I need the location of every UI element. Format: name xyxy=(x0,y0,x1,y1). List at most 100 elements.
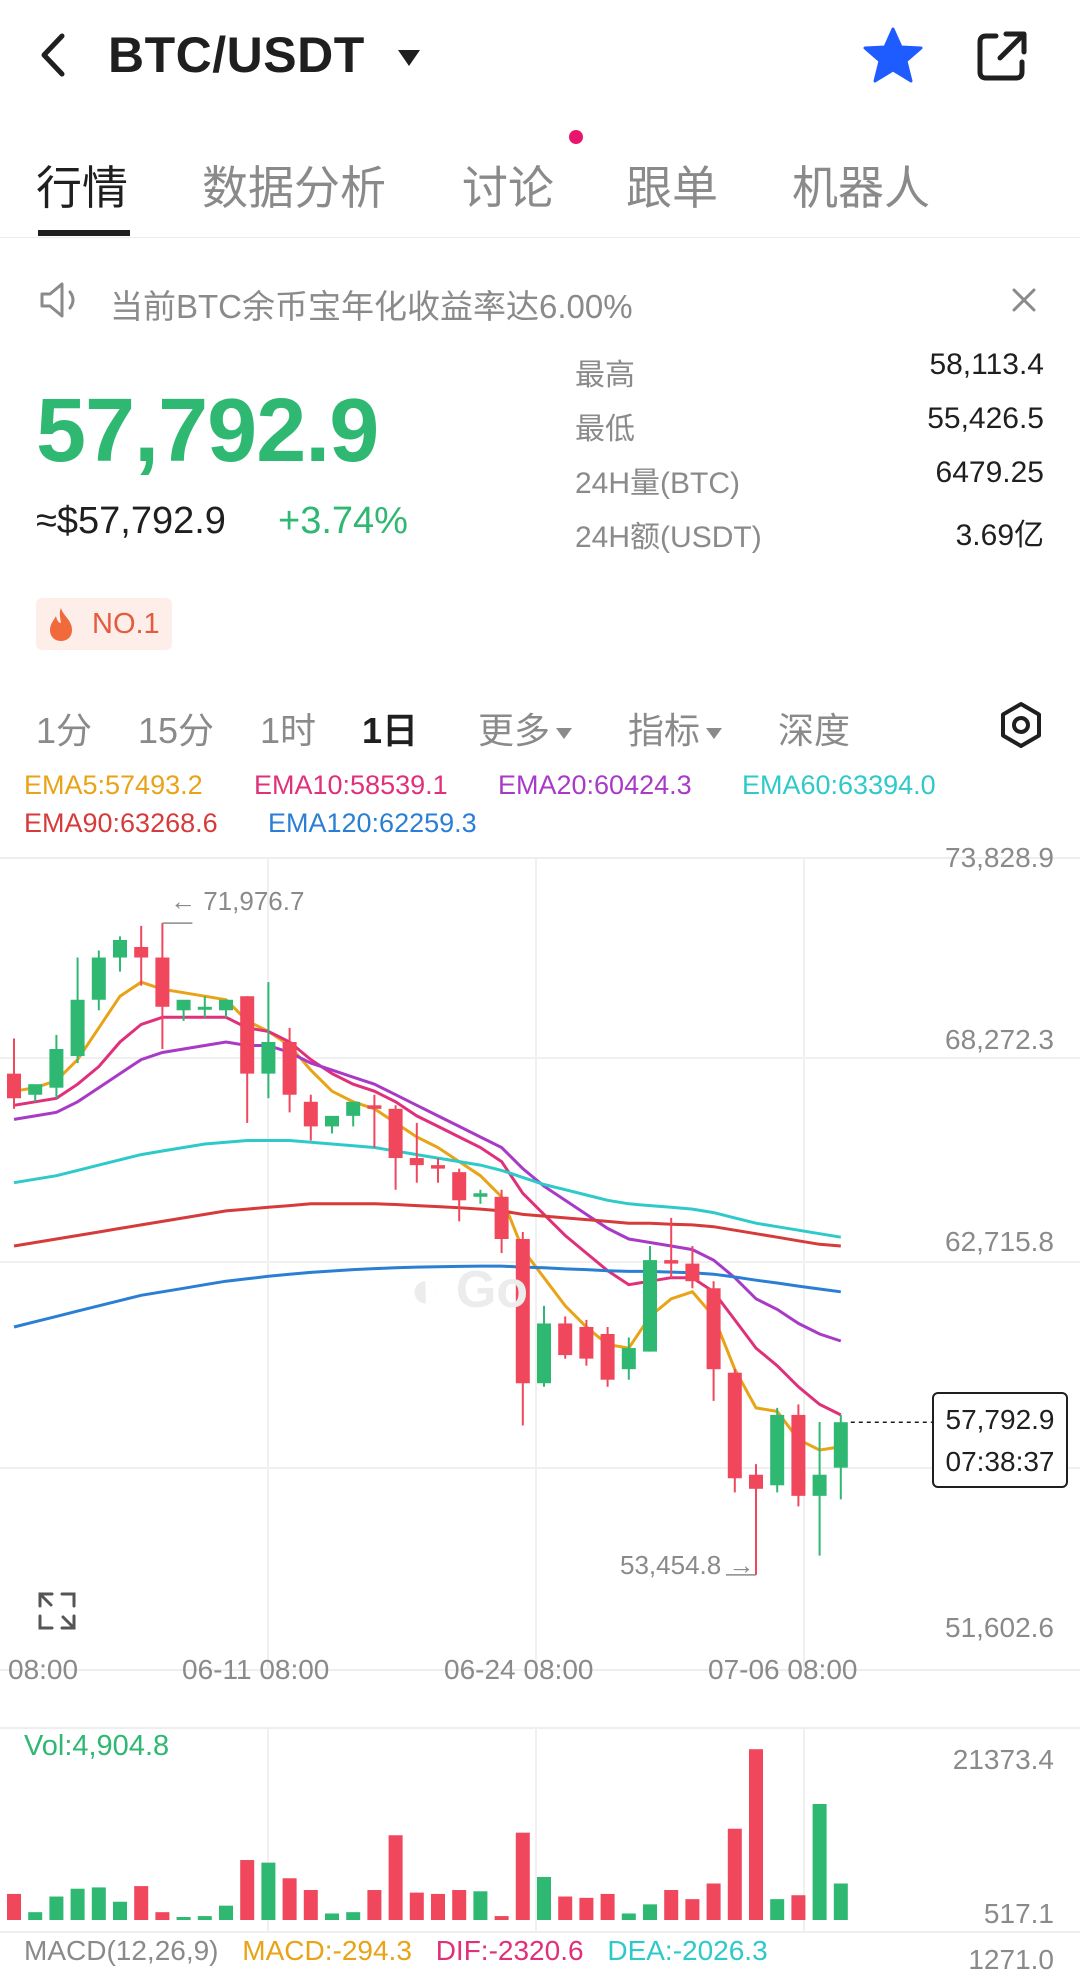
stat-low-value: 55,426.5 xyxy=(927,402,1044,435)
settings-icon[interactable] xyxy=(996,700,1046,750)
candle-body xyxy=(770,1414,785,1486)
candle-body xyxy=(515,1238,530,1384)
stat-high-label: 最高 xyxy=(575,359,635,392)
stat-high-value: 58,113.4 xyxy=(929,348,1044,381)
volume-bar xyxy=(537,1876,551,1920)
header-bar: BTC/USDT xyxy=(0,0,1080,112)
candle-body xyxy=(431,1165,445,1169)
tab-market[interactable]: 行情 xyxy=(36,162,128,214)
volume-bar xyxy=(409,1892,424,1920)
candle-body xyxy=(621,1348,636,1370)
fire-icon xyxy=(50,608,72,641)
candle-body xyxy=(706,1288,721,1370)
caret-down-icon[interactable] xyxy=(396,48,422,68)
ema120-label: EMA120:62259.3 xyxy=(268,808,477,838)
candle-body xyxy=(240,996,255,1074)
tab-bots[interactable]: 机器人 xyxy=(792,162,930,214)
dea-value: DEA:-2026.3 xyxy=(607,1935,768,1966)
volume-bar xyxy=(28,1912,43,1920)
volume-bar xyxy=(282,1878,297,1920)
price-change: +3.74% xyxy=(278,500,408,542)
volume-y-tick: 517.1 xyxy=(983,1898,1054,1929)
close-icon[interactable] xyxy=(1008,284,1040,316)
tab-data-analysis[interactable]: 数据分析 xyxy=(202,162,386,214)
candle-body xyxy=(367,1105,382,1109)
interval-1d[interactable]: 1日 xyxy=(362,710,419,751)
candle-body xyxy=(7,1073,21,1099)
stat-low-label: 最低 xyxy=(575,413,635,446)
interval-indicators[interactable]: 指标 xyxy=(628,702,723,754)
ema-line-ema5 xyxy=(13,980,842,1452)
candle-body xyxy=(473,1193,488,1197)
x-tick-label: 08:00 xyxy=(8,1654,79,1685)
candle-body xyxy=(494,1196,509,1239)
candle-body xyxy=(643,1260,657,1352)
candle-body xyxy=(558,1323,573,1356)
interval-indicators-label: 指标 xyxy=(628,710,701,751)
volume-bar xyxy=(113,1901,127,1920)
usd-price: ≈$57,792.9 xyxy=(36,500,226,542)
dropdown-arrow-icon xyxy=(556,727,573,739)
candle-body xyxy=(28,1084,43,1095)
volume-bar xyxy=(685,1899,700,1920)
candle-body xyxy=(749,1474,763,1489)
ema90-label: EMA90:63268.6 xyxy=(24,808,218,838)
interval-more[interactable]: 更多 xyxy=(478,702,573,754)
volume-bar xyxy=(431,1893,445,1920)
ema10-label: EMA10:58539.1 xyxy=(254,770,448,800)
volume-bar xyxy=(770,1899,785,1920)
rank-text: NO.1 xyxy=(92,608,160,640)
back-icon[interactable] xyxy=(34,30,74,80)
volume-label: Vol:4,904.8 xyxy=(24,1730,170,1762)
volume-bar xyxy=(240,1860,255,1920)
volume-bar xyxy=(134,1886,149,1920)
y-tick-label: 62,715.8 xyxy=(945,1226,1054,1257)
interval-1m[interactable]: 1分 xyxy=(36,710,93,751)
pair-title[interactable]: BTC/USDT xyxy=(108,27,365,83)
volume-y-tick: 21373.4 xyxy=(952,1744,1054,1775)
candle-body xyxy=(219,999,233,1011)
candle-body xyxy=(685,1263,700,1282)
candle-body xyxy=(49,1049,64,1088)
candle-body xyxy=(388,1108,403,1159)
active-tab-indicator xyxy=(38,230,130,236)
share-icon[interactable] xyxy=(974,28,1030,84)
main-tabs: 行情 数据分析 讨论 跟单 机器人 xyxy=(0,138,1080,238)
dif-value: DIF:-2320.6 xyxy=(435,1935,584,1966)
volume-bar xyxy=(558,1896,573,1920)
stat-amount-label: 24H额(USDT) xyxy=(575,521,762,554)
volume-bar xyxy=(452,1890,467,1920)
interval-depth[interactable]: 深度 xyxy=(778,710,851,751)
high-marker: ← 71,976.7 xyxy=(170,886,305,916)
volume-bar xyxy=(325,1913,339,1920)
candle-body xyxy=(579,1326,594,1359)
y-tick-label: 73,828.9 xyxy=(945,842,1054,873)
x-tick-label: 07-06 08:00 xyxy=(708,1654,858,1685)
notice-bar[interactable]: 当前BTC余币宝年化收益率达6.00% xyxy=(0,270,1080,330)
tab-copy-trading[interactable]: 跟单 xyxy=(626,162,718,214)
volume-bar xyxy=(7,1893,21,1920)
candle-body xyxy=(176,999,191,1011)
volume-bar xyxy=(219,1905,233,1920)
interval-15m[interactable]: 15分 xyxy=(138,710,215,751)
volume-bar xyxy=(346,1912,361,1920)
rank-badge[interactable]: NO.1 xyxy=(36,598,172,650)
interval-1h[interactable]: 1时 xyxy=(260,710,317,751)
price-tag-value: 57,792.9 xyxy=(945,1404,1055,1435)
volume-bar xyxy=(600,1893,615,1920)
ema-line-ema90 xyxy=(13,1202,841,1248)
star-icon[interactable] xyxy=(862,26,924,84)
volume-bar xyxy=(388,1835,403,1920)
candle-body xyxy=(113,939,127,958)
volume-bar xyxy=(621,1913,636,1920)
volume-bar xyxy=(833,1883,848,1920)
ema-line-ema60 xyxy=(13,1139,842,1239)
volume-bar xyxy=(303,1890,318,1920)
volume-bar xyxy=(706,1883,721,1920)
tab-discussion[interactable]: 讨论 xyxy=(462,162,554,214)
stat-amount-value: 3.69亿 xyxy=(955,519,1044,552)
volume-bar xyxy=(91,1887,106,1920)
expand-icon[interactable] xyxy=(36,1590,78,1632)
volume-bar xyxy=(579,1897,594,1920)
